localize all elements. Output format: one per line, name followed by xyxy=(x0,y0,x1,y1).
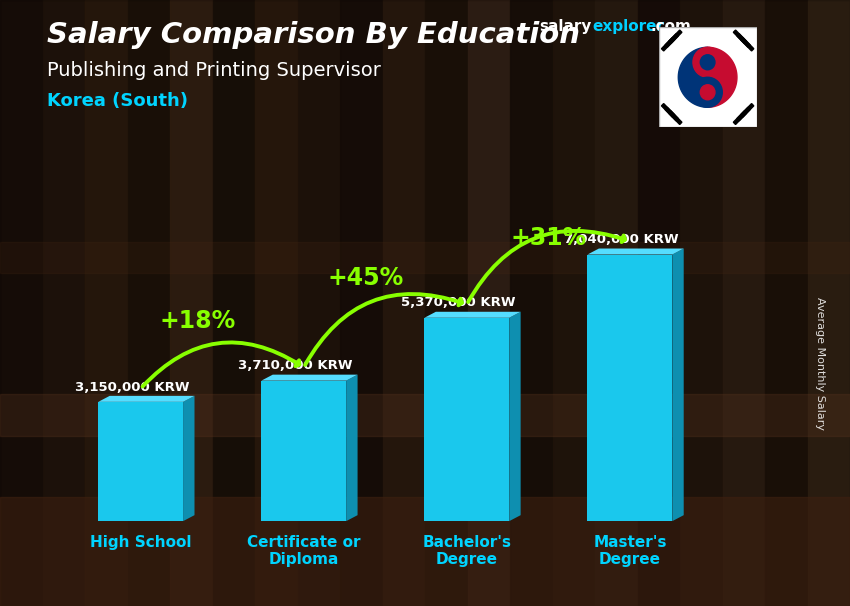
Bar xyxy=(468,0,510,606)
Bar xyxy=(510,0,552,606)
Polygon shape xyxy=(734,30,746,44)
Polygon shape xyxy=(509,311,521,521)
Bar xyxy=(255,0,298,606)
Polygon shape xyxy=(737,107,751,121)
Text: +18%: +18% xyxy=(160,309,236,333)
Text: +31%: +31% xyxy=(510,226,586,250)
Polygon shape xyxy=(734,111,746,124)
Bar xyxy=(298,0,340,606)
Polygon shape xyxy=(669,30,682,44)
Bar xyxy=(424,318,509,521)
Polygon shape xyxy=(261,375,358,381)
Bar xyxy=(42,0,85,606)
Polygon shape xyxy=(672,248,683,521)
Bar xyxy=(212,0,255,606)
Polygon shape xyxy=(183,396,195,521)
Bar xyxy=(587,255,672,521)
Polygon shape xyxy=(740,38,754,51)
Text: 3,150,000 KRW: 3,150,000 KRW xyxy=(76,381,190,393)
Bar xyxy=(808,0,850,606)
Text: 3,710,000 KRW: 3,710,000 KRW xyxy=(238,359,353,372)
Polygon shape xyxy=(665,34,678,47)
Text: Korea (South): Korea (South) xyxy=(47,92,188,110)
Polygon shape xyxy=(99,396,195,402)
Bar xyxy=(638,0,680,606)
Bar xyxy=(595,0,638,606)
Bar xyxy=(128,0,170,606)
Polygon shape xyxy=(678,47,707,107)
Text: .com: .com xyxy=(650,19,691,35)
Text: explorer: explorer xyxy=(592,19,665,35)
Circle shape xyxy=(700,55,715,70)
Polygon shape xyxy=(661,104,675,117)
Bar xyxy=(552,0,595,606)
Text: 7,040,000 KRW: 7,040,000 KRW xyxy=(564,233,679,246)
Text: +45%: +45% xyxy=(327,266,404,290)
Text: Publishing and Printing Supervisor: Publishing and Printing Supervisor xyxy=(47,61,381,79)
Text: Average Monthly Salary: Average Monthly Salary xyxy=(815,297,825,430)
Bar xyxy=(85,0,128,606)
Bar xyxy=(425,0,468,606)
Bar xyxy=(99,402,183,521)
Bar xyxy=(680,0,722,606)
Polygon shape xyxy=(665,107,678,121)
Polygon shape xyxy=(0,394,850,436)
Polygon shape xyxy=(737,34,751,47)
Polygon shape xyxy=(661,38,675,51)
Bar xyxy=(261,381,346,521)
Polygon shape xyxy=(707,47,737,107)
Text: Salary Comparison By Education: Salary Comparison By Education xyxy=(47,21,580,49)
Circle shape xyxy=(700,85,715,100)
Polygon shape xyxy=(669,111,682,124)
Polygon shape xyxy=(740,104,754,117)
Bar xyxy=(340,0,382,606)
Polygon shape xyxy=(424,311,521,318)
Polygon shape xyxy=(587,248,683,255)
Bar xyxy=(170,0,212,606)
Polygon shape xyxy=(346,375,358,521)
Polygon shape xyxy=(0,242,850,273)
Polygon shape xyxy=(0,497,850,606)
Text: 5,370,000 KRW: 5,370,000 KRW xyxy=(401,296,516,310)
Bar xyxy=(0,0,42,606)
Text: salary: salary xyxy=(540,19,592,35)
Circle shape xyxy=(693,47,722,77)
Bar xyxy=(722,0,765,606)
Bar xyxy=(765,0,808,606)
Bar xyxy=(382,0,425,606)
Circle shape xyxy=(693,77,722,107)
